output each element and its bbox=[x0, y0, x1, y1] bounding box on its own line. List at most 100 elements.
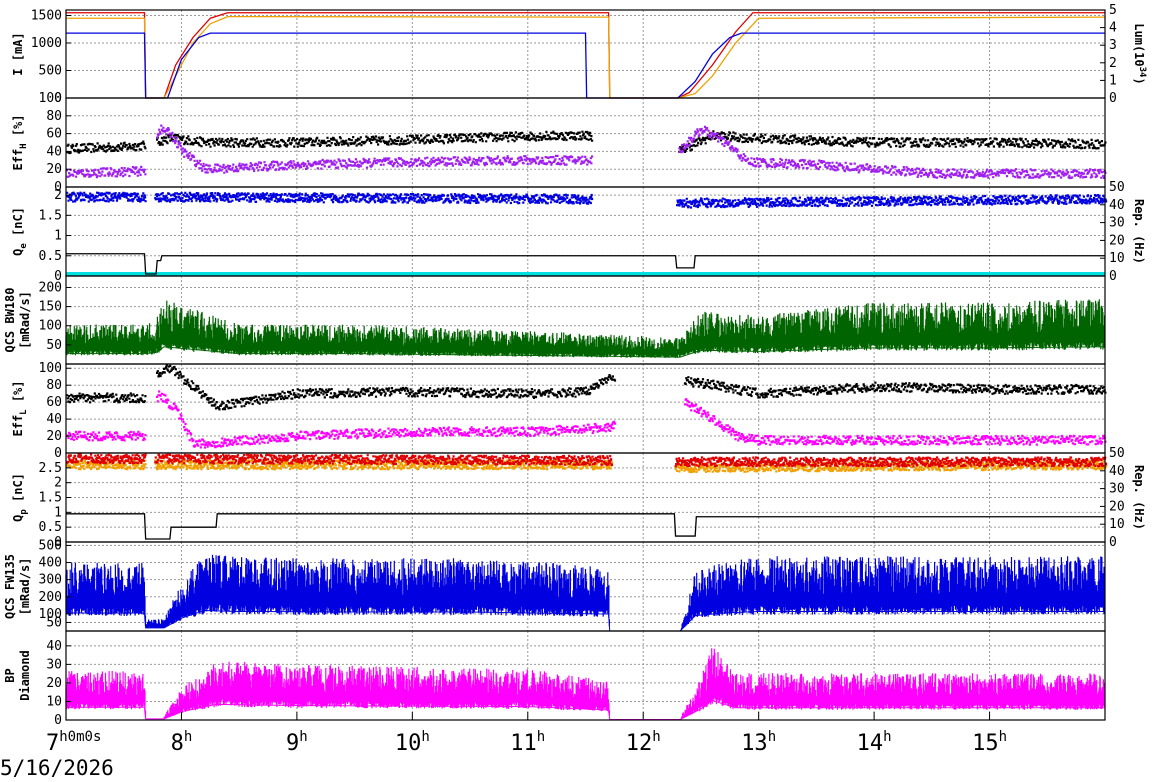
ylabel-unit: [nC] bbox=[11, 207, 25, 243]
series-black-points bbox=[66, 130, 1107, 155]
ytick-label: 1 bbox=[54, 505, 62, 520]
xtick-suffix: h bbox=[537, 729, 545, 745]
xtick-hour: 7 bbox=[46, 731, 59, 756]
ylabel: I [mA] bbox=[11, 32, 25, 75]
series-magenta-base bbox=[66, 699, 1105, 720]
ylabel: EffH [%] bbox=[11, 114, 29, 170]
xtick-label: 13h bbox=[741, 729, 776, 756]
ylabel-line: Diamond bbox=[18, 650, 32, 701]
ytick-right-label: 50 bbox=[1109, 180, 1125, 195]
ytick-label: 60 bbox=[46, 395, 62, 410]
xtick-label: 8h bbox=[171, 729, 193, 756]
ytick-label: 150 bbox=[39, 300, 62, 315]
ylabel-main: Q bbox=[11, 249, 25, 256]
xtick-suffix: h bbox=[652, 729, 660, 745]
ytick-label: 2 bbox=[54, 476, 62, 491]
ytick-right-label: 20 bbox=[1109, 233, 1125, 248]
ylabel-main: Q bbox=[11, 515, 25, 522]
ytick-right-label: 2 bbox=[1109, 56, 1117, 71]
series-purple-points bbox=[66, 124, 1107, 180]
ytick-label: 40 bbox=[46, 144, 62, 159]
ytick-label: 0.5 bbox=[39, 249, 62, 264]
series-black-points bbox=[66, 364, 1107, 411]
xtick-suffix: h bbox=[299, 729, 307, 745]
ytick-right-label: 40 bbox=[1109, 198, 1125, 213]
ytick-right-label: 40 bbox=[1109, 464, 1125, 479]
series-green-base bbox=[66, 346, 1106, 358]
ylabel-line: QCS BW180 bbox=[3, 287, 17, 352]
ylabel-sub: H bbox=[19, 143, 29, 148]
panel-4: 0 20 40 60 80 100 EffL [%] bbox=[11, 361, 1107, 461]
xtick-hour: 11 bbox=[510, 731, 537, 756]
xtick-hour: 15 bbox=[972, 731, 999, 756]
ytick-label: 50 bbox=[46, 338, 62, 353]
xtick-suffix: h bbox=[421, 729, 429, 745]
ytick-label: 60 bbox=[46, 127, 62, 142]
ytick-label: 100 bbox=[39, 91, 62, 106]
ytick-right-label: 0 bbox=[1109, 269, 1117, 284]
xtick-suffix: h0m0s bbox=[59, 729, 101, 745]
xtick-suffix: h bbox=[999, 729, 1007, 745]
xtick-label: 7h0m0s bbox=[46, 729, 101, 756]
ytick-right-label: 10 bbox=[1109, 517, 1125, 532]
ytick-label: 1.5 bbox=[39, 491, 62, 506]
ylabel-right-sup: 34 bbox=[1137, 67, 1147, 78]
ytick-label: 2.5 bbox=[39, 461, 62, 476]
ylabel-unit: [%] bbox=[11, 380, 25, 409]
ytick-right-label: 30 bbox=[1109, 482, 1125, 497]
xtick-label: 10h bbox=[395, 729, 430, 756]
ytick-right-label: 10 bbox=[1109, 251, 1125, 266]
ylabel-unit: [nC] bbox=[11, 473, 25, 509]
series-red-points bbox=[66, 453, 1108, 468]
ytick-label: 0 bbox=[54, 446, 62, 461]
ytick-label: 0 bbox=[54, 91, 62, 106]
ytick-label: 500 bbox=[39, 64, 62, 79]
panel-frame bbox=[65, 630, 1106, 721]
xtick-label: 9h bbox=[286, 729, 308, 756]
ytick-label: 80 bbox=[46, 109, 62, 124]
ytick-right-label: 5 bbox=[1109, 3, 1117, 18]
ytick-right-label: 4 bbox=[1109, 21, 1117, 36]
series-black-line bbox=[66, 253, 1105, 275]
xtick-suffix: h bbox=[768, 729, 776, 745]
ytick-label: 0 bbox=[54, 269, 62, 284]
ytick-label: 1 bbox=[54, 229, 62, 244]
ytick-label: 1000 bbox=[31, 36, 62, 51]
ytick-right-label: 30 bbox=[1109, 216, 1125, 231]
panel-7: 0 10 20 30 40 BP Diamond bbox=[3, 630, 1106, 728]
ytick-right-label: 3 bbox=[1109, 38, 1117, 53]
ytick-label: 200 bbox=[39, 280, 62, 295]
xtick-suffix: h bbox=[184, 729, 192, 745]
ytick-right-label: 0 bbox=[1109, 91, 1117, 106]
ytick-label: 0 bbox=[54, 713, 62, 728]
ytick-label: 2 bbox=[54, 188, 62, 203]
ylabel: EffL [%] bbox=[11, 380, 29, 436]
series-blue-points bbox=[66, 191, 1108, 209]
series-green-fill bbox=[65, 299, 1106, 358]
ylabel-main: Eff bbox=[11, 415, 25, 437]
ytick-label: 0 bbox=[54, 180, 62, 195]
series-blue-fill bbox=[65, 554, 1106, 631]
ylabel-sub: L bbox=[19, 409, 29, 415]
xtick-hour: 12 bbox=[626, 731, 653, 756]
ytick-right-label: 0 bbox=[1109, 535, 1117, 550]
date-label: 5/16/2026 bbox=[0, 756, 114, 780]
ylabel-right: Rep. (Hz) bbox=[1132, 199, 1146, 264]
ytick-label: 20 bbox=[46, 676, 62, 691]
ytick-label: 0 bbox=[54, 535, 62, 550]
ylabel-main: Eff bbox=[11, 149, 25, 171]
ytick-label: 0.5 bbox=[39, 520, 62, 535]
xtick-label: 12h bbox=[626, 729, 661, 756]
series-blue-line bbox=[66, 32, 1105, 99]
ytick-label: 100 bbox=[39, 319, 62, 334]
ylabel-line: BP bbox=[3, 668, 17, 682]
series-blue-base bbox=[66, 609, 1105, 632]
xtick-hour: 14 bbox=[857, 731, 884, 756]
ytick-label: 200 bbox=[39, 590, 62, 605]
xtick-hour: 13 bbox=[741, 731, 768, 756]
ytick-label: 40 bbox=[46, 639, 62, 654]
